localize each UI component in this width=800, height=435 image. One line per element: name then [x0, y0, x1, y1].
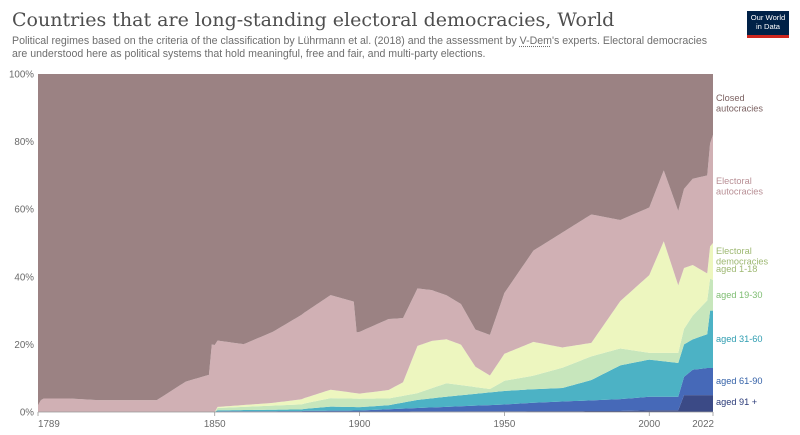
area-closed-autocracies[interactable] — [38, 74, 713, 406]
logo-line-2: in Data — [755, 22, 781, 32]
area-electoral-autocracies[interactable] — [38, 134, 713, 412]
legend: Closed autocracies Electoral autocracies Ele… — [716, 93, 768, 407]
legend-label-aged-19-30[interactable]: aged 19-30 — [716, 290, 763, 300]
legend-label-aged-31-60[interactable]: aged 31-60 — [716, 334, 763, 344]
y-tick-label: 0% — [20, 408, 34, 419]
x-tick-label: 1850 — [204, 419, 226, 430]
area-aged-1-18[interactable] — [38, 241, 713, 412]
subtitle-text-end: 's experts. Electoral democracies are un… — [12, 35, 708, 60]
y-tick-label: 40% — [14, 272, 34, 283]
y-tick-label: 100% — [9, 70, 34, 81]
subtitle-text-start: Political regimes based on the criteria … — [12, 35, 520, 47]
legend-label-closed[interactable]: Closed autocracies — [716, 93, 763, 114]
legend-label-electoral-democracies[interactable]: Electoral democracies — [716, 246, 768, 267]
area-aged-61-90[interactable] — [38, 368, 713, 412]
x-tick-label: 1789 — [38, 419, 60, 430]
legend-label-aged-91[interactable]: aged 91 + — [716, 397, 757, 407]
y-tick-label: 20% — [14, 340, 34, 351]
x-tick-label: 2022 — [692, 419, 714, 430]
vdem-link[interactable]: V-Dem — [519, 35, 552, 47]
legend-label-aged-61-90[interactable]: aged 61-90 — [716, 376, 763, 386]
owid-logo[interactable]: Our World in Data — [747, 11, 789, 38]
chart-subtitle: Political regimes based on the criteria … — [12, 35, 720, 61]
chart-title: Countries that are long-standing elector… — [12, 9, 615, 31]
y-tick-label: 60% — [14, 205, 34, 216]
stacked-areas — [38, 74, 713, 412]
x-tick-label: 1950 — [494, 419, 516, 430]
y-tick-label: 80% — [14, 137, 34, 148]
x-tick-label: 2000 — [638, 419, 660, 430]
legend-label-aged-1-18[interactable]: aged 1-18 — [716, 264, 757, 274]
logo-line-1: Our World — [750, 13, 786, 22]
y-axis: 0% 20% 40% 60% 80% 100% — [9, 70, 34, 419]
area-aged-19-30[interactable] — [38, 278, 713, 412]
x-tick-label: 1900 — [349, 419, 371, 430]
legend-label-electoral-autocracies[interactable]: Electoral autocracies — [716, 176, 763, 197]
x-axis: 1789 1850 1900 1950 2000 2022 — [37, 411, 714, 430]
